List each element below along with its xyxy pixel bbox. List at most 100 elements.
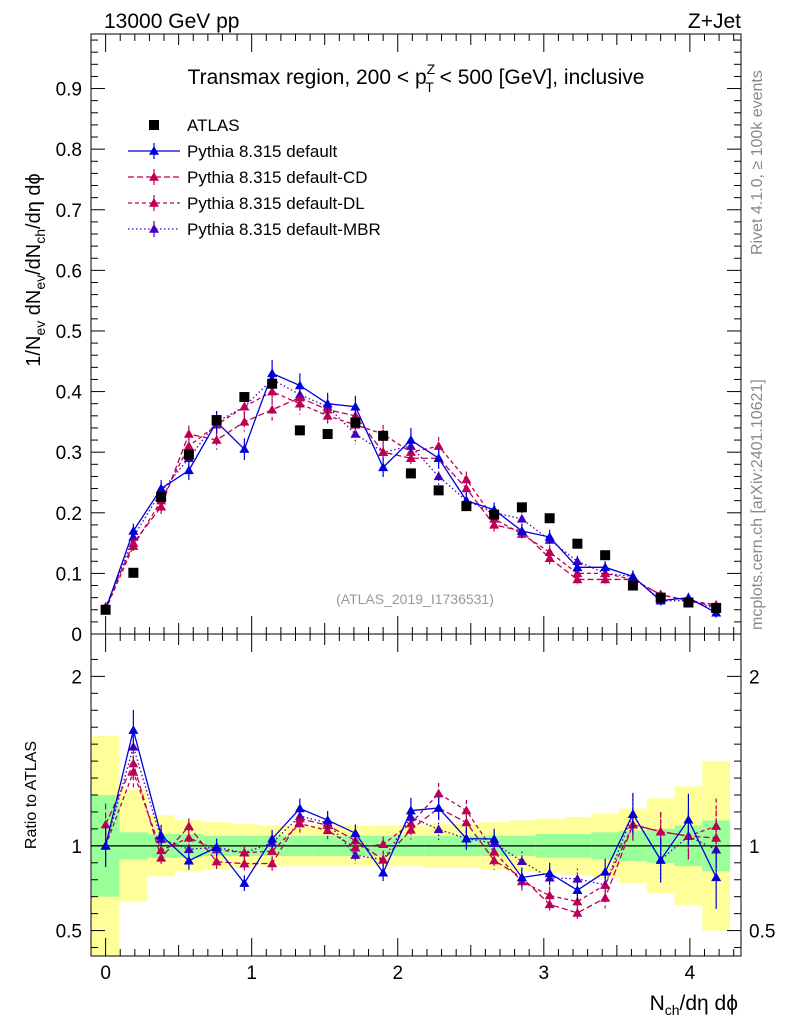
series-marker xyxy=(156,501,167,511)
mcplots-label: mcplots.cern.ch [arXiv:2401.10621] xyxy=(749,379,766,630)
ratio-marker xyxy=(156,830,167,840)
legend-marker xyxy=(149,146,159,155)
legend-marker-data xyxy=(149,120,159,130)
data-point xyxy=(156,492,167,503)
series-marker xyxy=(516,525,527,535)
analysis-label: (ATLAS_2019_I1736531) xyxy=(336,591,494,607)
ratio-marker xyxy=(378,867,389,877)
y-tick-label: 0 xyxy=(71,625,82,646)
ratio-marker xyxy=(183,821,194,831)
series-marker xyxy=(322,398,333,408)
y-tick-label: 0.7 xyxy=(56,201,82,222)
rivet-label: Rivet 4.1.0, ≥ 100k events xyxy=(749,70,766,255)
series-marker xyxy=(572,562,583,572)
x-tick-label: 0 xyxy=(100,963,111,984)
data-point xyxy=(128,567,139,578)
x-tick-label: 2 xyxy=(392,963,403,984)
ratio-marker xyxy=(572,873,583,883)
ratio-marker xyxy=(267,846,278,855)
legend-label-data: ATLAS xyxy=(187,116,240,135)
title-sub: T xyxy=(425,79,434,95)
data-point xyxy=(655,592,666,603)
ratio-marker xyxy=(239,847,250,857)
ratio-marker xyxy=(516,856,527,865)
ratio-marker xyxy=(433,824,444,834)
data-point xyxy=(433,485,444,496)
y-tick-label: 0.1 xyxy=(56,564,82,585)
series-marker xyxy=(433,453,444,462)
ratio-tick-label: 1 xyxy=(71,837,82,858)
ratio-marker xyxy=(156,852,167,862)
series-marker xyxy=(183,441,194,450)
series-marker xyxy=(489,519,500,529)
ratio-marker xyxy=(600,892,611,902)
title-pre: Transmax region, 200 < p xyxy=(188,66,427,89)
ratio-marker xyxy=(461,817,472,827)
x-axis-label: Nch/dη dϕ xyxy=(650,992,738,1018)
ratio-marker xyxy=(378,839,389,849)
series-line xyxy=(104,378,717,610)
series-marker xyxy=(294,380,305,390)
data-point xyxy=(322,429,333,439)
ratio-marker xyxy=(683,814,694,824)
ratio-marker xyxy=(183,832,194,842)
ratio-marker xyxy=(294,803,305,813)
ratio-marker xyxy=(267,833,278,843)
y-tick-label: 0.3 xyxy=(56,443,82,464)
series-line xyxy=(105,390,717,611)
series-marker xyxy=(239,416,250,426)
x-tick-label: 3 xyxy=(539,963,550,984)
series-marker xyxy=(350,429,361,438)
data-point xyxy=(378,430,389,441)
series-marker xyxy=(600,574,611,584)
ratio-frame xyxy=(90,633,742,957)
series-marker xyxy=(183,429,194,438)
series-marker xyxy=(239,401,250,411)
series-marker xyxy=(294,398,305,408)
ratio-marker xyxy=(711,821,722,830)
series-marker xyxy=(405,453,416,462)
legend-marker xyxy=(149,224,159,233)
series-line xyxy=(104,372,717,614)
series-marker xyxy=(627,571,638,581)
legend-label: Pythia 8.315 default-MBR xyxy=(187,220,381,239)
ratio-marker xyxy=(516,872,527,882)
x-tick-label: 1 xyxy=(246,963,257,984)
data-point xyxy=(183,449,194,460)
ratio-marker xyxy=(211,856,222,866)
data-point xyxy=(572,538,583,549)
series-marker xyxy=(267,404,278,414)
ratio-tick-label: 0.5 xyxy=(56,922,82,943)
data-point xyxy=(211,415,222,426)
series-marker xyxy=(183,465,194,475)
ratio-marker xyxy=(267,858,278,868)
ratio-marker xyxy=(183,844,194,854)
ratio-marker xyxy=(183,855,194,865)
series-marker xyxy=(211,435,222,444)
y-axis-label: 1/Nev dNev/dNch/dη dϕ xyxy=(23,173,48,366)
ratio-marker xyxy=(239,878,250,887)
series-marker xyxy=(322,410,333,420)
ratio-tick-label: 0.5 xyxy=(749,922,775,943)
ratio-marker xyxy=(378,854,389,864)
series-marker xyxy=(156,483,167,493)
header-left: 13000 GeV pp xyxy=(104,10,239,33)
ratio-tick-label: 2 xyxy=(749,667,760,688)
data-point xyxy=(600,550,611,561)
ratio-marker xyxy=(405,805,416,815)
series-marker xyxy=(405,435,416,444)
series-marker xyxy=(572,574,583,584)
data-point xyxy=(544,513,555,524)
ratio-tick-label: 1 xyxy=(749,837,760,858)
data-point xyxy=(100,604,111,615)
data-point xyxy=(405,468,416,479)
series-marker xyxy=(433,441,444,450)
ratio-marker xyxy=(350,828,361,837)
series-marker xyxy=(544,532,555,541)
data-point xyxy=(489,509,500,520)
ratio-marker xyxy=(711,872,722,882)
ratio-marker xyxy=(433,788,444,798)
series-marker xyxy=(600,562,611,572)
ratio-marker xyxy=(711,832,722,842)
